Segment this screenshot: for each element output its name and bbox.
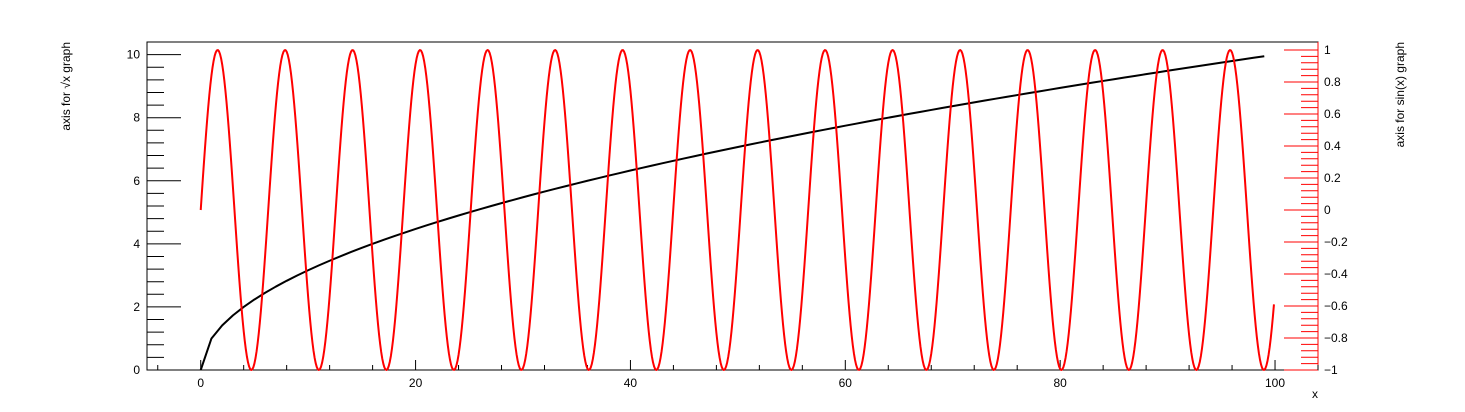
- left-tick-label: 0: [133, 363, 140, 377]
- x-tick-label: 40: [624, 376, 638, 390]
- right-tick-label: −1: [1324, 363, 1338, 377]
- sqrt-series-line: [199, 55, 1265, 371]
- x-tick-label: 80: [1053, 376, 1067, 390]
- x-axis-title: x: [1312, 387, 1318, 401]
- right-tick-label: 0: [1324, 203, 1331, 217]
- x-axis: 0 20 40 60 80 100: [157, 360, 1319, 390]
- left-tick-label: 2: [133, 300, 140, 314]
- x-tick-label: 0: [197, 376, 204, 390]
- right-axis-title: axis for sin(x) graph: [1393, 42, 1407, 147]
- right-tick-label: −0.4: [1324, 267, 1348, 281]
- right-tick-label: 0.2: [1324, 171, 1341, 185]
- left-tick-label: 6: [133, 174, 140, 188]
- left-axis-title: axis for √x graph: [59, 42, 73, 131]
- x-tick-label: 60: [839, 376, 853, 390]
- x-tick-label: 20: [409, 376, 423, 390]
- right-tick-label: −0.6: [1324, 299, 1348, 313]
- right-tick-label: 0.6: [1324, 107, 1341, 121]
- left-tick-label: 10: [127, 48, 141, 62]
- series-layer: [199, 49, 1275, 371]
- sin-series-line: [199, 49, 1275, 371]
- right-tick-label: 1: [1324, 43, 1331, 57]
- left-axis: 0 2 4 6 8 10: [127, 41, 181, 377]
- right-tick-label: −0.8: [1324, 331, 1348, 345]
- left-tick-label: 4: [133, 237, 140, 251]
- right-tick-label: 0.8: [1324, 75, 1341, 89]
- x-tick-label: 100: [1265, 376, 1285, 390]
- right-tick-label: −0.2: [1324, 235, 1348, 249]
- left-tick-label: 8: [133, 111, 140, 125]
- right-tick-label: 0.4: [1324, 139, 1341, 153]
- right-axis: −1 −0.8 −0.6 −0.4 −0.2 0 0.2 0.4 0.6 0.8 1: [1284, 42, 1348, 377]
